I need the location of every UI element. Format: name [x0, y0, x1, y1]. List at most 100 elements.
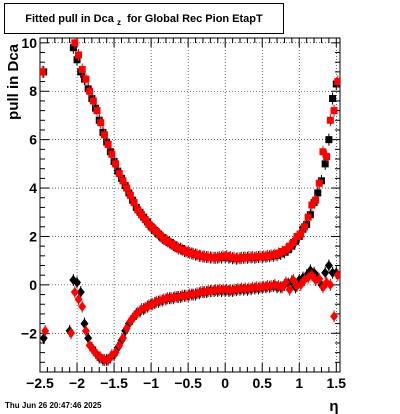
data-point-square — [245, 253, 253, 261]
y-tick-label: −2 — [21, 325, 37, 341]
data-point-diamond — [111, 347, 120, 358]
data-point-diamond — [78, 301, 87, 312]
timestamp: Thu Jun 26 20:47:46 2025 — [5, 401, 102, 410]
data-point-square — [286, 242, 294, 250]
data-point-square — [100, 131, 108, 139]
data-point-square — [304, 213, 312, 221]
data-point-square — [93, 107, 101, 115]
data-point-square — [69, 44, 77, 52]
chart-title-subscript: z — [116, 18, 121, 28]
data-point-square — [256, 253, 264, 261]
data-point-square — [75, 51, 83, 59]
data-point-square — [123, 184, 131, 192]
data-point-square — [315, 179, 323, 187]
data-point-square — [171, 242, 179, 250]
data-point-square — [289, 239, 297, 247]
data-point-diamond — [118, 333, 127, 344]
data-point-square — [249, 253, 257, 261]
data-point-square — [212, 254, 220, 262]
chart-title: Fitted pull in Dca z for Global Rec Pion… — [5, 13, 283, 27]
data-point-square — [237, 254, 245, 262]
data-point-square — [314, 189, 322, 197]
data-point-square — [215, 253, 223, 261]
data-point-square — [108, 150, 116, 158]
x-tick-label: −2.5 — [26, 375, 54, 391]
data-point-square — [134, 206, 142, 214]
data-point-square — [193, 251, 201, 259]
data-point-square — [252, 253, 260, 261]
data-point-square — [326, 116, 334, 124]
data-point-square — [112, 160, 120, 168]
data-point-square — [329, 95, 337, 103]
data-point-square — [178, 246, 186, 254]
y-tick-label: 10 — [21, 35, 37, 51]
data-point-square — [163, 237, 171, 245]
x-tick-label: −2 — [69, 375, 85, 391]
data-point-square — [300, 223, 308, 231]
data-point-square — [230, 254, 238, 262]
y-axis-label: pull in Dca — [5, 43, 22, 120]
data-point-diamond — [281, 277, 290, 288]
data-point-square — [321, 160, 329, 168]
data-point-square — [234, 254, 242, 262]
data-point-square — [73, 56, 81, 64]
data-point-square — [160, 235, 168, 243]
data-point-square — [293, 232, 301, 240]
chart-title-main: Fitted pull in Dca — [25, 13, 114, 25]
x-tick-label: 1 — [295, 375, 303, 391]
data-point-square — [223, 252, 231, 260]
data-point-diamond — [81, 325, 90, 336]
data-point-square — [312, 196, 320, 204]
data-point-square — [319, 148, 327, 156]
data-point-diamond — [333, 270, 340, 281]
data-layer — [40, 38, 340, 366]
data-point-square — [260, 252, 268, 260]
data-point-diamond — [321, 267, 330, 278]
data-point-diamond — [40, 333, 48, 344]
data-point-square — [145, 220, 153, 228]
data-point-square — [40, 68, 46, 76]
x-tick-label: −0.5 — [174, 375, 202, 391]
data-point-diamond — [70, 287, 79, 298]
data-point-square — [156, 231, 164, 239]
data-point-square — [204, 253, 212, 261]
data-point-square — [71, 39, 79, 47]
y-tick-label: 2 — [29, 228, 37, 244]
x-tick-label: −1.5 — [100, 375, 128, 391]
data-point-square — [175, 245, 183, 253]
data-point-square — [78, 65, 86, 73]
data-point-diamond — [315, 273, 324, 284]
data-point-square — [141, 216, 149, 224]
data-point-diamond — [122, 323, 131, 334]
data-point-square — [297, 230, 305, 238]
data-point-square — [282, 246, 290, 254]
data-point-square — [241, 254, 249, 262]
data-point-diamond — [41, 325, 50, 336]
data-point-square — [182, 247, 190, 255]
data-point-square — [226, 253, 234, 261]
plot-frame — [39, 37, 341, 373]
data-point-square — [86, 87, 94, 95]
data-point-diamond — [73, 277, 82, 288]
data-point-square — [208, 254, 216, 262]
data-point-square — [137, 211, 145, 219]
data-point-square — [263, 252, 271, 260]
data-point-square — [278, 247, 286, 255]
data-point-square — [308, 201, 316, 209]
data-point-diamond — [285, 284, 294, 295]
data-point-square — [152, 228, 160, 236]
x-tick-label: 1.5 — [327, 375, 347, 391]
data-point-square — [271, 251, 279, 259]
data-point-square — [219, 252, 227, 260]
data-point-square — [189, 250, 197, 258]
data-point-diamond — [115, 340, 124, 351]
data-point-square — [267, 251, 275, 259]
data-point-diamond — [67, 328, 76, 339]
data-point-square — [197, 252, 205, 260]
y-tick-label: 6 — [29, 132, 37, 148]
data-point-diamond — [324, 260, 333, 271]
y-tick-label: 8 — [29, 83, 37, 99]
data-point-square — [89, 97, 97, 105]
data-point-square — [334, 78, 340, 86]
